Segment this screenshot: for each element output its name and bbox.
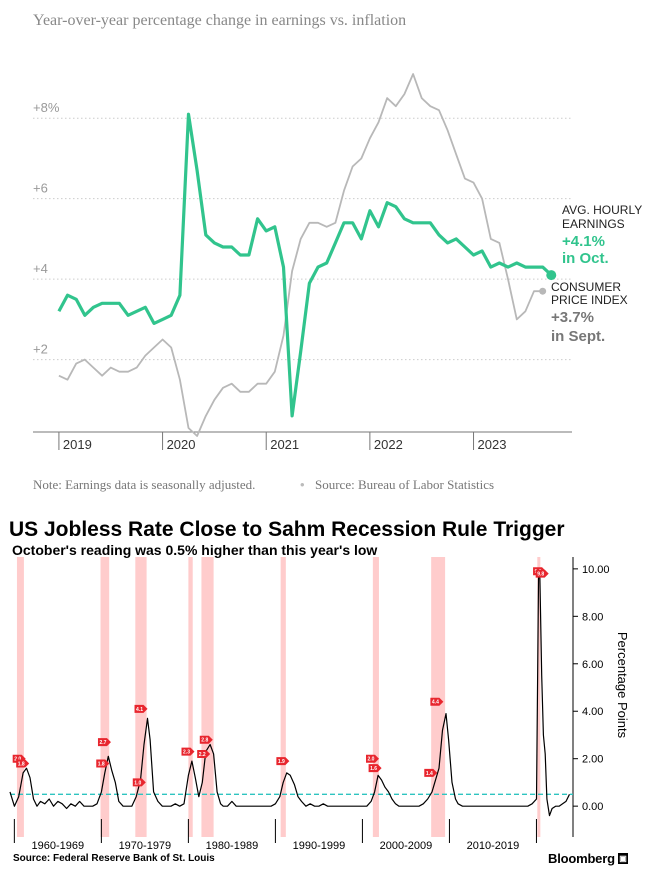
trigger-marker: 1.6 — [368, 764, 382, 773]
cpi-line-end-dot — [539, 287, 547, 295]
chart1-note: Note: Earnings data is seasonally adjust… — [33, 477, 256, 492]
separator-dot: • — [300, 477, 305, 492]
recession-band — [280, 557, 286, 837]
x-tick-label: 2021 — [270, 437, 299, 452]
earnings-label-line2: EARNINGS — [562, 217, 625, 231]
trigger-marker-shape — [199, 735, 213, 744]
trigger-marker: 1.8 — [16, 759, 30, 768]
trigger-marker: 2.8 — [199, 735, 213, 744]
chart1-title: Year-over-year percentage change in earn… — [33, 12, 407, 29]
trigger-marker-label: 2.2 — [199, 752, 206, 758]
x-tick-label: 2023 — [478, 437, 507, 452]
recession-band — [431, 557, 446, 837]
recession-band — [201, 557, 214, 837]
x-tick-label: 2022 — [374, 437, 403, 452]
trigger-marker: 2.7 — [97, 738, 111, 747]
decade-label: 1990-1999 — [293, 840, 346, 852]
y-tick-label: +2 — [33, 342, 48, 357]
y-tick-label: 2.00 — [582, 754, 603, 766]
chart2-plot: 0.00 2.00 4.00 6.00 8.00 10.00 Percentage Poin… — [9, 557, 630, 852]
decade-label: 2000-2009 — [380, 840, 433, 852]
trigger-marker: 1.9 — [276, 757, 290, 766]
cpi-label-line2: PRICE INDEX — [551, 293, 628, 307]
sahm-line — [9, 570, 571, 817]
trigger-marker-shape — [430, 697, 444, 706]
decade-label: 1970-1979 — [119, 840, 172, 852]
trigger-marker-shape — [276, 757, 290, 766]
recession-band — [16, 557, 24, 837]
y-tick-label: 6.00 — [582, 659, 603, 671]
trigger-marker: 4.4 — [430, 697, 444, 706]
trigger-marker-label: 1.4 — [426, 771, 433, 777]
y-tick-label: +6 — [33, 181, 48, 196]
trigger-marker-shape — [134, 704, 148, 713]
bloomberg-logo: Bloomberg — [548, 851, 615, 866]
cpi-value: +3.7% — [551, 309, 594, 326]
earnings-period: in Oct. — [562, 250, 609, 267]
chart1-plot: +2 +4 +6 +8% 2019 2020 2021 2022 2023 AVG. HOURLY… — [33, 73, 642, 452]
decade-label: 2010-2019 — [467, 840, 520, 852]
y-tick-label: +4 — [33, 261, 48, 276]
trigger-marker-shape — [96, 759, 110, 768]
chart2-source: Source: Federal Reserve Bank of St. Loui… — [13, 853, 215, 864]
recession-band — [135, 557, 147, 837]
trigger-marker-label: 1.9 — [278, 759, 285, 765]
trigger-marker-label: 2.8 — [201, 738, 208, 744]
trigger-marker-shape — [535, 569, 549, 578]
trigger-marker-label: 2.7 — [100, 740, 107, 746]
y-tick-label: 4.00 — [582, 706, 603, 718]
earnings-line-end-dot — [546, 270, 557, 281]
earnings-line — [57, 112, 553, 418]
bloomberg-badge-icon: ▣ — [618, 853, 628, 864]
earnings-label-line1: AVG. HOURLY — [562, 203, 642, 217]
earnings-value: +4.1% — [562, 233, 605, 250]
y-axis-title: Percentage Points — [615, 632, 630, 739]
y-tick-label: 8.00 — [582, 611, 603, 623]
trigger-marker: 2.3 — [181, 747, 195, 756]
x-tick-label: 2019 — [63, 437, 92, 452]
trigger-marker-label: 4.4 — [432, 700, 439, 706]
trigger-marker-label: 4.1 — [136, 707, 143, 713]
trigger-marker-label: 2.3 — [183, 750, 190, 756]
decade-label: 1980-1989 — [206, 840, 259, 852]
trigger-marker: 9.8 — [535, 569, 549, 578]
trigger-marker-shape — [368, 764, 382, 773]
trigger-marker: 2.2 — [197, 749, 211, 758]
trigger-marker-shape — [365, 754, 379, 763]
trigger-marker: 1.0 — [132, 778, 146, 787]
trigger-marker-shape — [132, 778, 146, 787]
x-tick-label: 2020 — [167, 437, 196, 452]
chart1-source: Source: Bureau of Labor Statistics — [315, 477, 495, 492]
cpi-period: in Sept. — [551, 328, 605, 345]
cpi-label-line1: CONSUMER — [551, 280, 621, 294]
trigger-marker-shape — [181, 747, 195, 756]
y-tick-label: +8% — [33, 100, 60, 115]
trigger-marker: 1.8 — [96, 759, 110, 768]
trigger-marker: 2.0 — [365, 754, 379, 763]
recession-band — [537, 557, 541, 837]
trigger-marker-label: 1.0 — [134, 780, 141, 786]
chart2-title: US Jobless Rate Close to Sahm Recession … — [9, 518, 565, 541]
trigger-marker-shape — [97, 738, 111, 747]
trigger-marker-shape — [197, 749, 211, 758]
decade-label: 1960-1969 — [32, 840, 85, 852]
trigger-marker-shape — [16, 759, 30, 768]
trigger-marker: 1.4 — [424, 768, 438, 777]
trigger-marker: 4.1 — [134, 704, 148, 713]
chart2-subtitle: October's reading was 0.5% higher than t… — [12, 542, 378, 558]
trigger-marker-shape — [424, 768, 438, 777]
recession-band — [100, 557, 110, 837]
trigger-marker-label: 1.8 — [98, 761, 105, 767]
recession-band — [372, 557, 379, 837]
trigger-marker-label: 2.0 — [368, 757, 375, 763]
trigger-marker-label: 1.6 — [370, 766, 377, 772]
trigger-marker-label: 9.8 — [537, 572, 544, 578]
cpi-line — [58, 73, 543, 437]
trigger-marker-label: 1.8 — [18, 761, 25, 767]
recession-band — [188, 557, 193, 837]
y-tick-label: 10.00 — [582, 564, 610, 576]
y-tick-label: 0.00 — [582, 801, 603, 813]
